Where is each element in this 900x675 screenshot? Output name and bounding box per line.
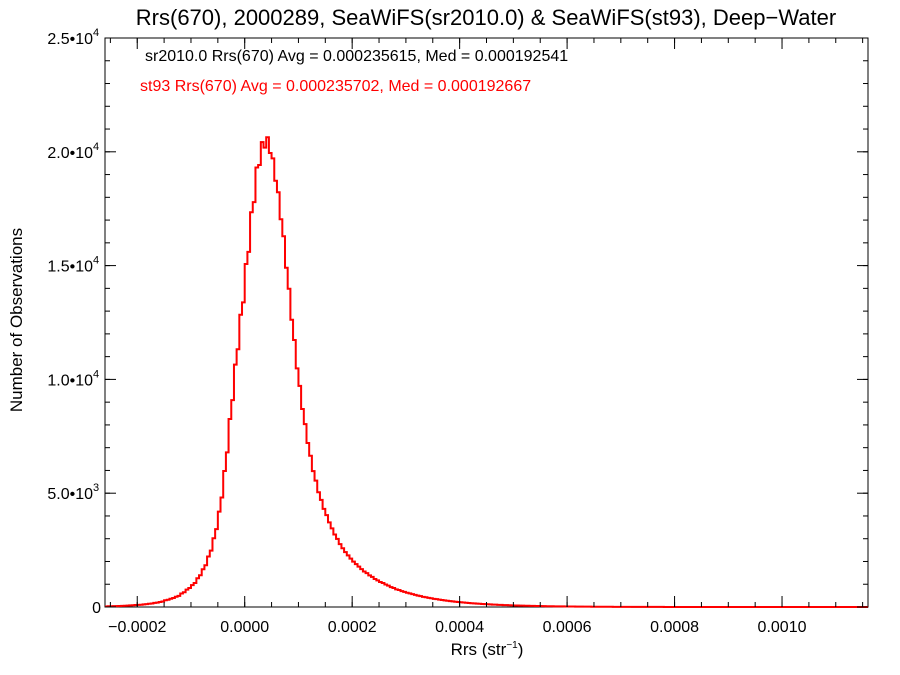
- y-tick-exponent: 3: [93, 482, 99, 494]
- y-tick-label: 2.0•10: [47, 145, 93, 162]
- y-tick-label: 0: [92, 600, 101, 617]
- y-tick-label: 2.5•10: [47, 31, 93, 48]
- y-tick-exponent: 4: [93, 255, 99, 267]
- x-tick-label: 0.0004: [435, 619, 484, 636]
- annotation-st93-stats: st93 Rrs(670) Avg = 0.000235702, Med = 0…: [140, 78, 531, 95]
- y-tick-exponent: 4: [93, 141, 99, 153]
- x-tick-label: 0.0000: [220, 619, 269, 636]
- x-axis-label-base: Rrs (str: [451, 640, 507, 659]
- y-axis-label: Number of Observations: [7, 228, 26, 412]
- x-axis-label: Rrs (str−1): [451, 640, 524, 659]
- y-tick-label: 1.5•10: [47, 259, 93, 276]
- series-layer: [105, 136, 868, 608]
- y-tick-label: 1.0•10: [47, 372, 93, 389]
- plot-frame: [104, 37, 869, 608]
- plot-border: [104, 37, 869, 608]
- annotation-sr2010-stats: sr2010.0 Rrs(670) Avg = 0.000235615, Med…: [145, 48, 568, 65]
- series-sr2010.0-histogram: [105, 136, 868, 608]
- y-tick-exponent: 4: [93, 368, 99, 380]
- y-tick-exponent: 4: [93, 27, 99, 39]
- x-tick-label: 0.0008: [650, 619, 699, 636]
- x-tick-label: 0.0010: [758, 619, 807, 636]
- y-axis-ticks: 05.0•10 31.0•10 41.5•10 42.0•10 42.5•10 4: [47, 27, 868, 617]
- series-st93-histogram: [105, 136, 868, 608]
- x-tick-label: 0.0006: [543, 619, 592, 636]
- y-tick-label: 5.0•10: [47, 486, 93, 503]
- x-axis-ticks: −0.0002 0.0000 0.0002 0.0004 0.0006 0.0008 0.0…: [108, 38, 864, 636]
- x-tick-label: 0.0002: [328, 619, 377, 636]
- x-axis-label-sup: −1: [506, 640, 518, 651]
- x-axis-label-tail: ): [518, 640, 524, 659]
- chart-title: Rrs(670), 2000289, SeaWiFS(sr2010.0) & S…: [136, 5, 836, 30]
- x-tick-label: −0.0002: [108, 619, 166, 636]
